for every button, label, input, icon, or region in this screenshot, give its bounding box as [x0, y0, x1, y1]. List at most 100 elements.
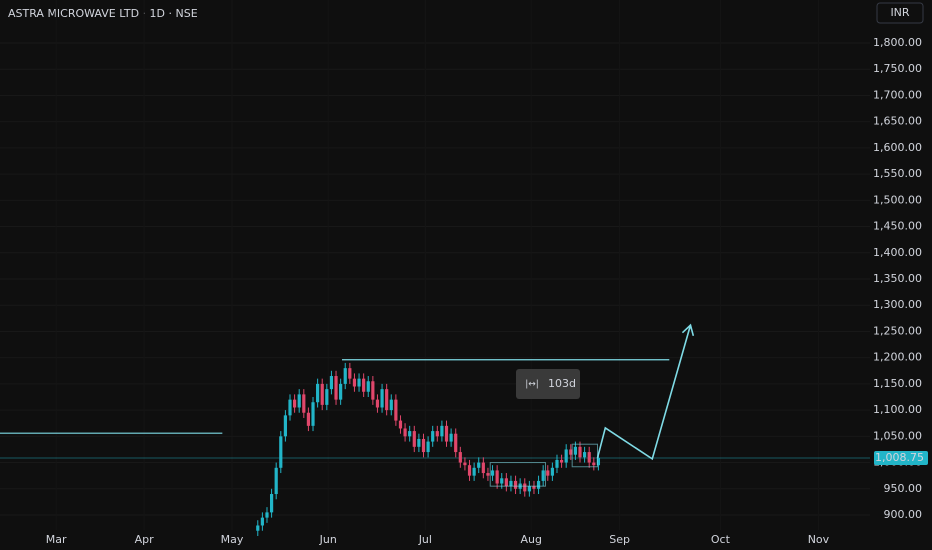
- y-tick-label: 1,650.00: [873, 115, 922, 128]
- candle-body: [504, 478, 508, 487]
- candle-body: [366, 381, 370, 392]
- candle-body: [481, 462, 485, 474]
- candle-body: [467, 465, 472, 476]
- last-price-box: [874, 450, 928, 465]
- measure-tooltip: |↔| 103d: [516, 369, 580, 399]
- y-tick-label: 1,550.00: [873, 167, 922, 180]
- candle-body: [440, 425, 444, 437]
- candle-body: [444, 425, 449, 442]
- x-tick-label: Mar: [46, 533, 67, 546]
- tooltip-label: 103d: [548, 377, 576, 390]
- candle-body: [329, 376, 334, 390]
- candle-body: [412, 431, 416, 447]
- candle-body: [394, 399, 398, 421]
- candle-body: [398, 420, 403, 429]
- candle-body: [495, 470, 499, 484]
- candle-body: [297, 394, 301, 408]
- candle-body: [509, 480, 513, 487]
- candle-body: [550, 467, 554, 476]
- y-tick-label: 1,450.00: [873, 220, 922, 233]
- y-tick-label: 1,350.00: [873, 272, 922, 285]
- tooltip-icon: |↔|: [525, 380, 539, 390]
- candle-body: [408, 431, 412, 437]
- candle-body: [472, 467, 476, 476]
- x-tick-label: Nov: [808, 533, 830, 546]
- candle-body: [477, 462, 481, 468]
- candle-body: [375, 399, 380, 408]
- candle-body: [490, 470, 495, 476]
- candle-body: [302, 394, 306, 413]
- candle-body: [357, 378, 361, 387]
- candle-body: [541, 470, 545, 481]
- candle-body: [527, 486, 531, 492]
- projection-path: [596, 324, 692, 461]
- candle-body: [454, 433, 458, 453]
- x-tick-label: Sep: [609, 533, 630, 546]
- candle-body: [343, 368, 347, 384]
- y-tick-label: 900.00: [884, 508, 923, 521]
- candle-body: [260, 517, 264, 526]
- candle-body: [435, 431, 439, 437]
- candle-body: [587, 452, 591, 463]
- candle-body: [306, 412, 311, 426]
- candle-body: [523, 483, 527, 492]
- candle-body: [265, 512, 269, 518]
- candle-body: [279, 436, 283, 468]
- candle-body: [458, 452, 462, 463]
- candle-body: [325, 389, 329, 405]
- candle-body: [385, 389, 389, 411]
- candle-body: [536, 480, 541, 489]
- y-tick-label: 1,300.00: [873, 298, 922, 311]
- candle-body: [583, 452, 587, 458]
- candle-body: [532, 486, 536, 489]
- candle-body: [559, 459, 564, 463]
- candle-body: [513, 480, 518, 489]
- candle-body: [578, 446, 582, 458]
- tooltip-box: [516, 369, 580, 399]
- y-tick-label: 1,150.00: [873, 377, 922, 390]
- candle-body: [403, 428, 407, 437]
- last-price-label: 1,008.75: [875, 451, 924, 464]
- candle-body: [380, 389, 384, 408]
- candle-body: [421, 438, 426, 453]
- candle-body: [431, 431, 435, 442]
- x-tick-label: Apr: [135, 533, 155, 546]
- candle-body: [555, 459, 559, 468]
- candle-body: [293, 399, 297, 408]
- candle-body: [311, 402, 315, 426]
- y-tick-label: 1,050.00: [873, 429, 922, 442]
- y-tick-label: 950.00: [884, 482, 923, 495]
- x-tick-label: Jun: [319, 533, 337, 546]
- candle-body: [269, 494, 274, 513]
- y-tick-label: 1,800.00: [873, 36, 922, 49]
- candle-body: [546, 470, 550, 476]
- currency-button[interactable]: [876, 2, 924, 24]
- candle-body: [316, 383, 320, 403]
- candle-body: [592, 462, 596, 466]
- candle-body: [573, 446, 577, 455]
- candle-body: [371, 381, 375, 400]
- chart-title: ASTRA MICROWAVE LTD · 1D · NSE: [8, 7, 198, 20]
- candle-body: [569, 449, 573, 455]
- x-tick-label: Oct: [711, 533, 731, 546]
- range-box: [489, 462, 546, 487]
- candle-body: [596, 457, 601, 466]
- candle-body: [352, 378, 357, 387]
- y-tick-label: 1,700.00: [873, 88, 922, 101]
- currency[interactable]: INR: [890, 6, 909, 19]
- candle-body: [463, 462, 467, 466]
- x-tick-label: May: [221, 533, 244, 546]
- candle-body: [486, 473, 490, 476]
- y-tick-label: 1,250.00: [873, 324, 922, 337]
- candle-body: [426, 441, 430, 453]
- candle-body: [320, 383, 324, 405]
- candle-body: [339, 383, 343, 400]
- candle-body: [389, 399, 393, 411]
- candle-body: [288, 399, 292, 416]
- candle-body: [283, 415, 287, 437]
- candle-body: [362, 378, 366, 392]
- candle-body: [564, 449, 568, 463]
- y-tick-label: 1,200.00: [873, 351, 922, 364]
- y-tick-label: 1,100.00: [873, 403, 922, 416]
- y-tick-label: 1,600.00: [873, 141, 922, 154]
